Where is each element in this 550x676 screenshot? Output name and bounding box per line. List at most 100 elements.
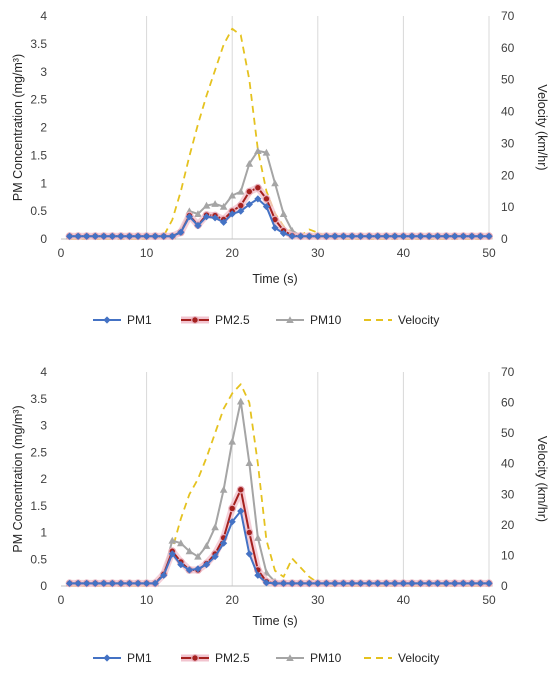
data-point xyxy=(408,232,416,240)
data-point xyxy=(279,229,288,238)
data-point xyxy=(219,202,228,210)
x-tick-label: 20 xyxy=(226,246,240,260)
data-point xyxy=(297,232,305,240)
data-point xyxy=(65,579,74,587)
x-tick-label: 30 xyxy=(311,593,325,607)
data-point xyxy=(219,485,228,493)
data-point xyxy=(331,232,339,240)
data-point xyxy=(134,232,142,240)
y-tick-label: 2.5 xyxy=(30,445,47,459)
data-point xyxy=(100,232,108,240)
legend-marker xyxy=(286,654,294,662)
data-point xyxy=(279,579,288,587)
x-tick-label: 40 xyxy=(397,246,411,260)
data-point xyxy=(357,232,365,240)
y-tick-label: 0 xyxy=(40,232,47,246)
data-point xyxy=(314,232,322,240)
y-tick-label: 0.5 xyxy=(30,204,47,218)
data-point xyxy=(365,232,373,240)
data-point xyxy=(185,566,193,574)
legend-label: Velocity xyxy=(398,313,439,327)
y-tick-label: 3.5 xyxy=(30,37,47,51)
y-tick-label: 1 xyxy=(40,176,47,190)
legend-item: Velocity xyxy=(364,651,439,665)
y2-tick-label: 10 xyxy=(501,548,515,562)
data-point xyxy=(254,571,262,579)
data-point xyxy=(305,232,313,240)
data-point xyxy=(143,579,151,587)
y2-axis-title: Velocity (km/hr) xyxy=(535,84,549,170)
data-point xyxy=(451,232,459,240)
data-point xyxy=(322,232,330,240)
data-point xyxy=(245,200,253,209)
data-point xyxy=(476,579,485,587)
chart-bottom: 0 10 20 30 40 50 0 0.5 1 1.5 2 2.5 3 3.5 4 0 10 20 30 40 50 6… xyxy=(0,340,550,676)
legend-item: PM2.5 xyxy=(181,313,250,327)
x-tick-label: 10 xyxy=(140,246,154,260)
data-point xyxy=(236,397,245,405)
data-point xyxy=(468,232,476,240)
data-point xyxy=(177,228,185,236)
x-tick-label: 0 xyxy=(58,593,65,607)
data-point xyxy=(254,195,262,203)
data-point xyxy=(416,232,425,240)
series-halo xyxy=(69,486,489,587)
legend-item: PM10 xyxy=(276,313,342,327)
gridlines xyxy=(146,16,490,239)
legend: PM1 PM2.5 PM10 Velocity xyxy=(93,313,439,327)
data-point xyxy=(160,232,168,240)
data-point xyxy=(151,579,159,587)
data-point xyxy=(202,201,211,209)
y-tick-label: 4 xyxy=(40,365,47,379)
data-point xyxy=(125,232,134,240)
data-point xyxy=(228,191,236,199)
series-pm1 xyxy=(65,507,493,587)
data-point xyxy=(177,539,185,547)
legend-item: PM1 xyxy=(93,651,152,665)
data-point xyxy=(125,579,134,587)
legend-marker xyxy=(103,316,111,324)
x-tick-label: 50 xyxy=(482,246,496,260)
y2-tick-label: 50 xyxy=(501,426,515,440)
y2-tick-label: 30 xyxy=(501,136,515,150)
legend-label: PM1 xyxy=(127,313,152,327)
data-point xyxy=(83,232,91,240)
series-line xyxy=(69,400,489,585)
legend-item: Velocity xyxy=(364,313,439,327)
y-tick-label: 2.5 xyxy=(30,93,47,107)
data-point xyxy=(459,579,467,587)
legend-label: Velocity xyxy=(398,651,439,665)
data-point xyxy=(391,232,399,240)
legend: PM1 PM2.5 PM10 Velocity xyxy=(93,651,439,665)
data-point xyxy=(185,213,193,221)
data-point xyxy=(65,232,74,240)
y2-tick-label: 70 xyxy=(501,9,515,23)
y-tick-label: 1.5 xyxy=(30,499,47,513)
y2-tick-label: 20 xyxy=(501,168,515,182)
legend-marker xyxy=(286,316,294,324)
data-point xyxy=(134,579,142,587)
data-point xyxy=(194,565,202,573)
chart-bottom-svg: 0 10 20 30 40 5000.511.522.533.54010203040506… xyxy=(11,365,549,665)
data-point xyxy=(271,579,279,587)
data-point xyxy=(151,232,159,240)
data-point xyxy=(425,232,433,240)
data-point xyxy=(168,232,176,240)
data-point xyxy=(245,459,254,466)
legend-marker xyxy=(103,654,111,662)
y-tick-label: 1 xyxy=(40,526,47,540)
y2-tick-label: 0 xyxy=(501,579,508,593)
y-tick-label: 4 xyxy=(40,9,47,23)
data-point xyxy=(211,200,219,207)
data-point xyxy=(459,232,467,240)
data-point xyxy=(476,232,485,240)
data-point xyxy=(348,232,356,240)
data-point xyxy=(253,183,262,192)
series-line xyxy=(69,488,489,585)
y-tick-label: 0 xyxy=(40,579,47,593)
data-point xyxy=(245,187,254,196)
x-tick-label: 30 xyxy=(311,246,325,260)
y-axis-title: PM Concentration (mg/m³) xyxy=(11,54,25,201)
series-line xyxy=(69,27,489,240)
y2-tick-label: 70 xyxy=(501,365,515,379)
